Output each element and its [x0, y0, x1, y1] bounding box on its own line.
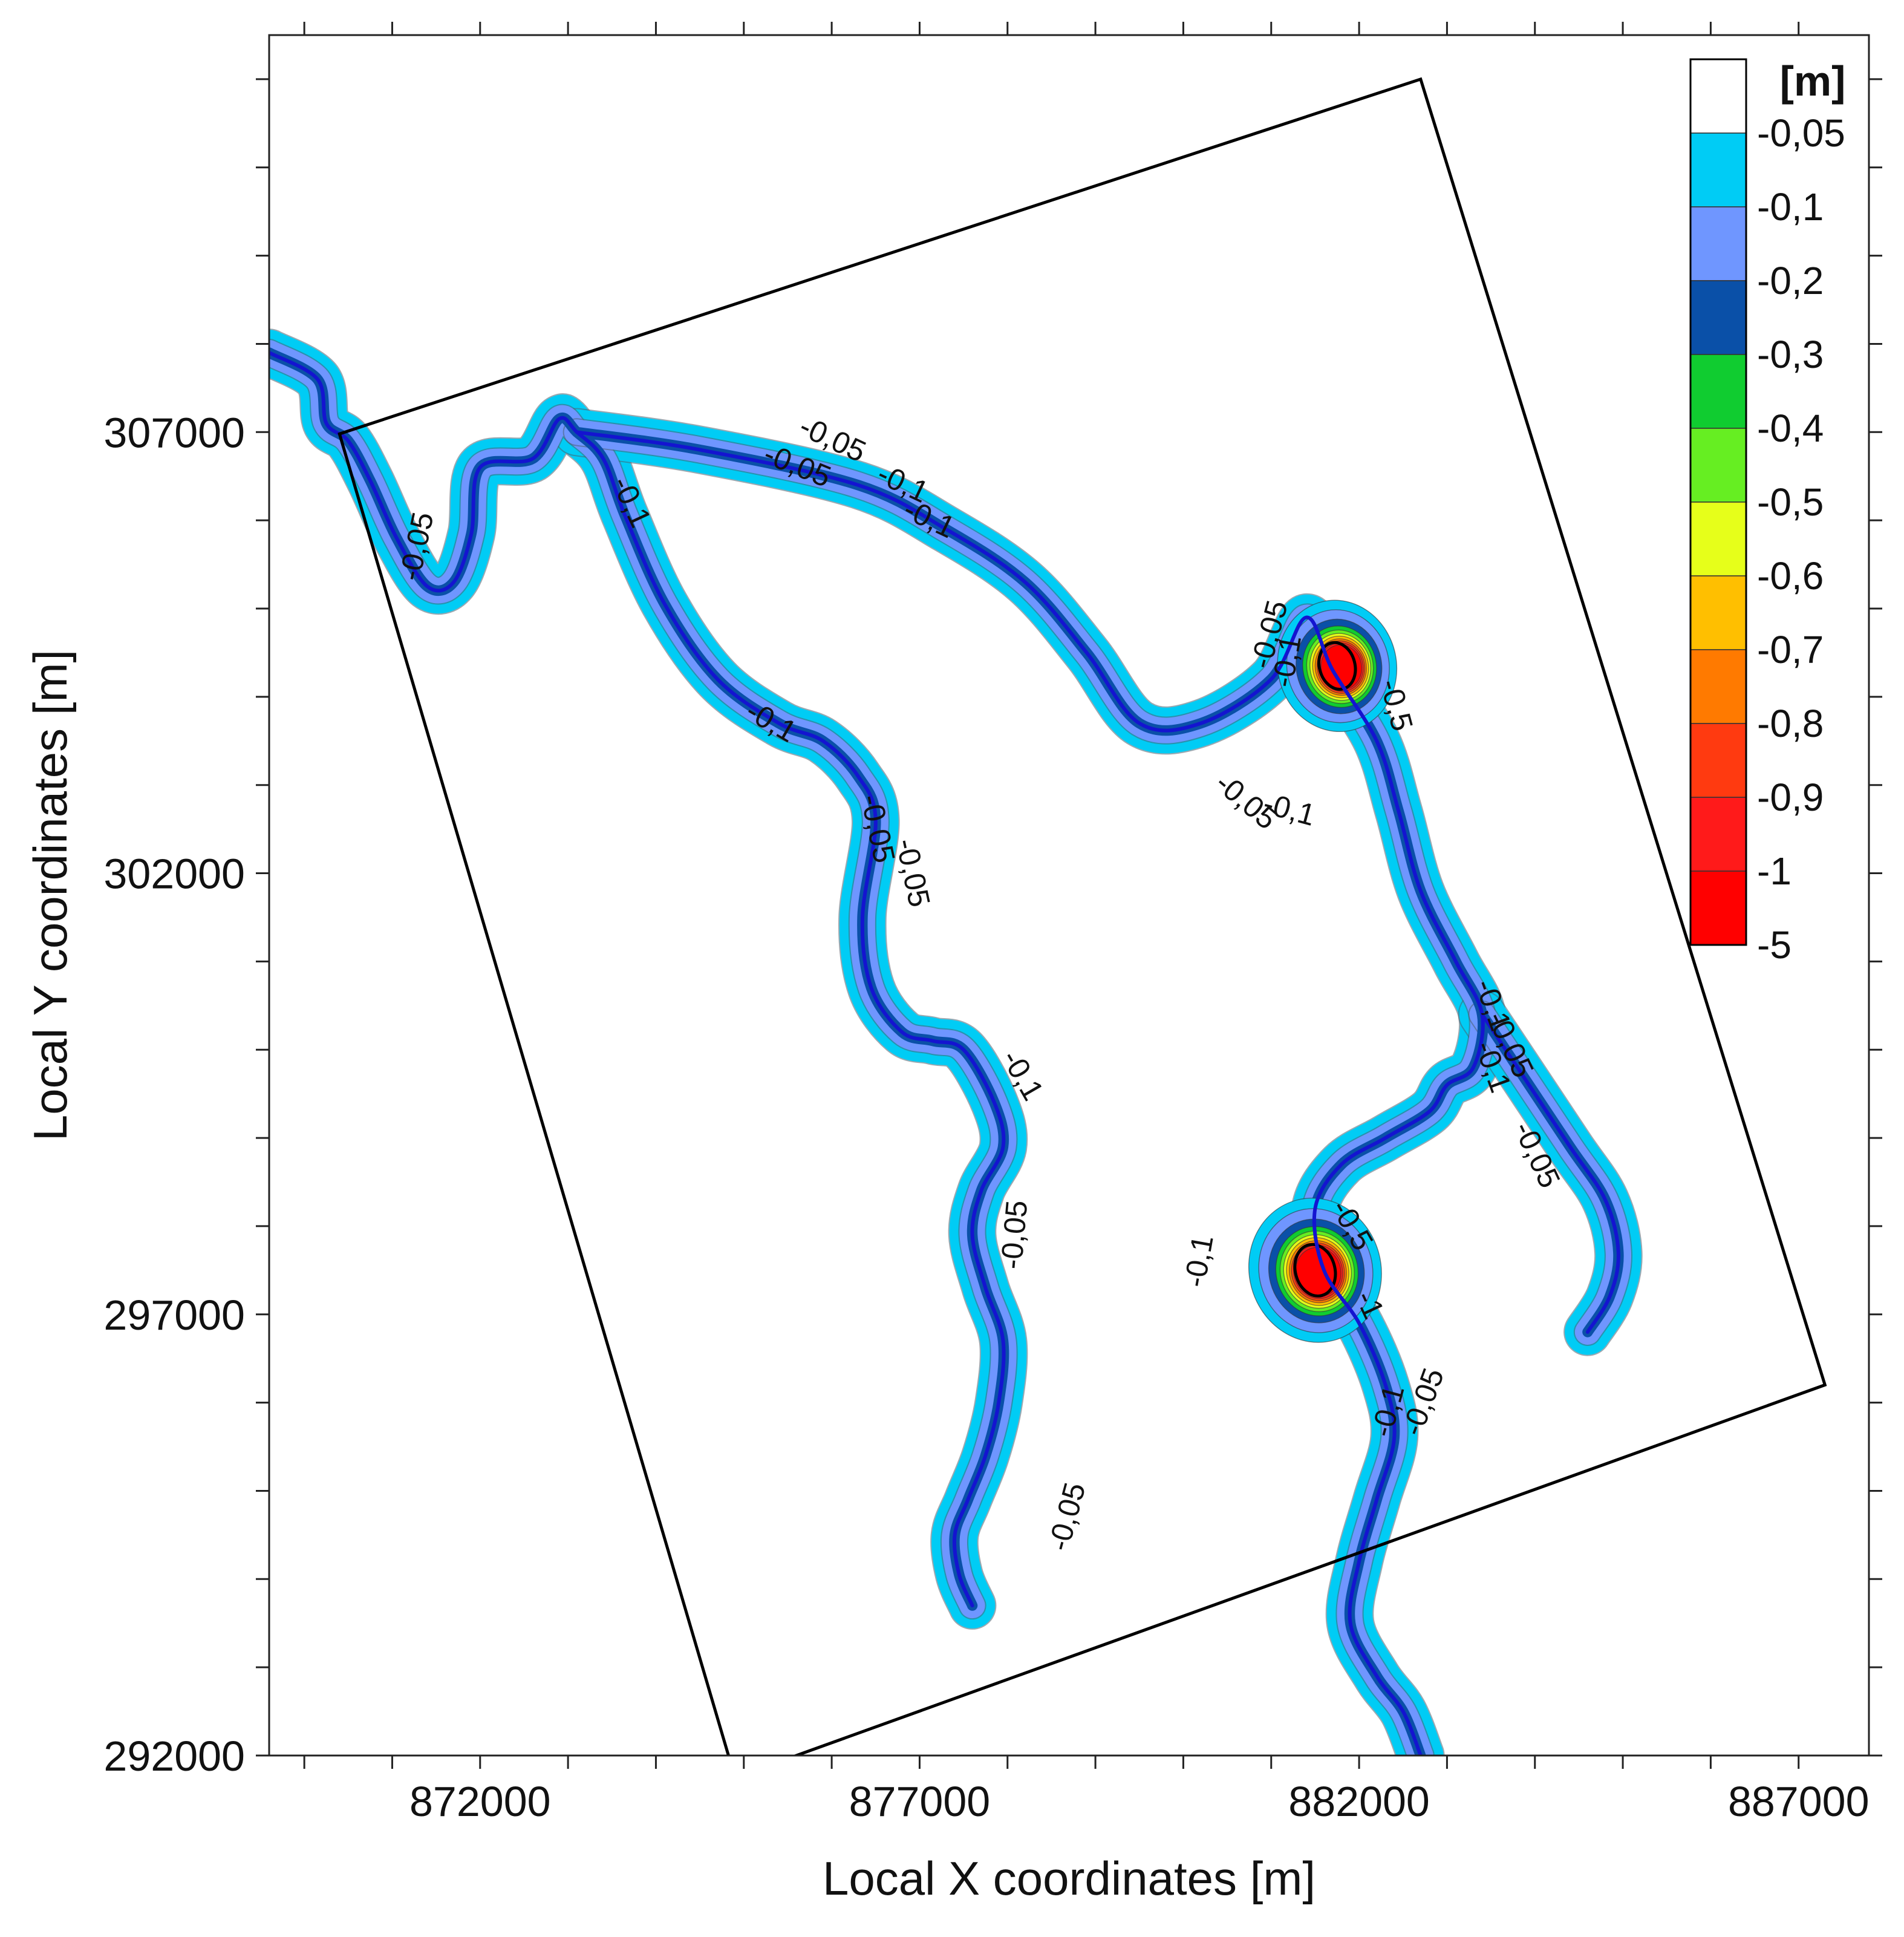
colorbar-swatch — [1690, 501, 1747, 577]
river-line-river — [269, 351, 1006, 1608]
colorbar-swatch — [1690, 354, 1747, 429]
colorbar-swatch — [1690, 280, 1747, 355]
y-tick-label: 297000 — [103, 1292, 245, 1339]
colorbar-label: -0,8 — [1757, 702, 1824, 745]
colorbar-swatch — [1690, 575, 1747, 650]
colorbar-frame — [1689, 58, 1747, 946]
colorbar-swatch — [1690, 649, 1747, 724]
model-boundary-layer — [337, 77, 1827, 1756]
river-line-layer — [269, 351, 1620, 1756]
contour-label: -0,05 — [994, 1199, 1034, 1270]
colorbar-label: -0,4 — [1757, 407, 1824, 450]
y-tick-label: 302000 — [103, 851, 245, 898]
river-line-main-river — [575, 430, 1485, 1756]
contour-label: -0,1 — [1178, 1232, 1220, 1290]
colorbar-label: -0,2 — [1757, 259, 1824, 302]
colorbar-label: -0,7 — [1757, 628, 1824, 671]
colorbar-label: -5 — [1757, 923, 1792, 967]
colorbar-label: -1 — [1757, 849, 1792, 893]
colorbar-label: -0,6 — [1757, 554, 1824, 598]
colorbar-swatch — [1690, 206, 1747, 281]
colorbar-label: -0,3 — [1757, 333, 1824, 376]
colorbar-swatch — [1690, 723, 1747, 798]
colorbar-title: [m] — [1780, 57, 1846, 105]
plot-area: -0,05-0,1-0,05-0,05 -0,1-0,1-0,1-0,05-0,0… — [269, 77, 1827, 1756]
depth-fill-layer — [269, 328, 1643, 1756]
colorbar-label: -0,1 — [1757, 185, 1824, 229]
colorbar-swatch — [1690, 132, 1747, 207]
axis-ticks: 872000 877000 882000 887000 292000 297000 3020… — [103, 22, 1882, 1825]
river-line-tributary-east — [1480, 1012, 1620, 1334]
colorbar-label: -0,5 — [1757, 480, 1824, 524]
x-tick-label: 872000 — [409, 1778, 551, 1825]
y-tick-label: 292000 — [103, 1733, 245, 1780]
x-tick-label: 877000 — [849, 1778, 991, 1825]
colorbar: [m] -0,05 -0,1 -0,2 -0,3 -0,4 -0,5 -0,6 -0,7 -0,8… — [1689, 57, 1846, 967]
y-tick-label: 307000 — [103, 409, 245, 456]
contour-label: -0,05 — [1042, 1479, 1092, 1555]
colorbar-swatch — [1690, 871, 1747, 946]
plot-frame — [268, 34, 1870, 1757]
colorbar-swatch — [1690, 59, 1747, 134]
depression-south-core-contour — [1293, 1243, 1337, 1298]
x-tick-label: 882000 — [1288, 1778, 1430, 1825]
model-boundary — [337, 77, 1827, 1756]
x-tick-label: 887000 — [1728, 1778, 1870, 1825]
y-axis-title: Local Y coordinates [m] — [24, 650, 77, 1141]
x-axis-title: Local X coordinates [m] — [823, 1852, 1316, 1905]
colorbar-swatch — [1690, 428, 1747, 503]
colorbar-label: -0,9 — [1757, 776, 1824, 819]
colorbar-swatch — [1690, 797, 1747, 872]
contour-label: -0,05 — [889, 835, 936, 910]
colorbar-label: -0,05 — [1757, 111, 1845, 155]
